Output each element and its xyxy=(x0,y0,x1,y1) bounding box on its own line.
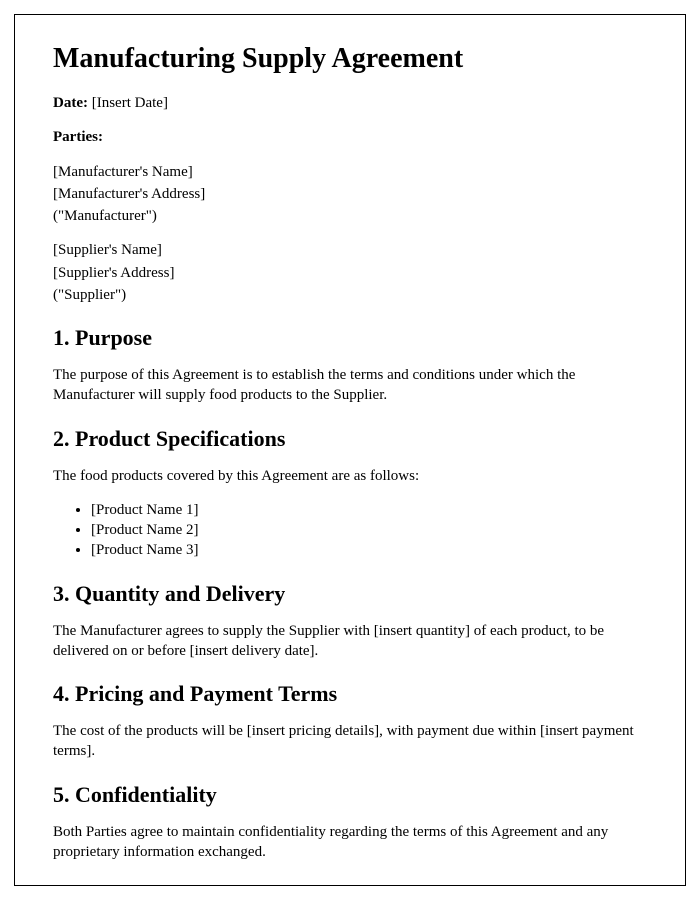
section-purpose-heading: 1. Purpose xyxy=(53,325,647,351)
supplier-block: [Supplier's Name] [Supplier's Address] (… xyxy=(53,240,647,305)
supplier-role: ("Supplier") xyxy=(53,285,647,305)
manufacturer-role: ("Manufacturer") xyxy=(53,206,647,226)
section-specs-intro: The food products covered by this Agreem… xyxy=(53,466,647,486)
section-governing-heading: 6. Governing Law xyxy=(53,882,647,886)
section-purpose-body: The purpose of this Agreement is to esta… xyxy=(53,365,647,406)
document-page: Manufacturing Supply Agreement Date: [In… xyxy=(14,14,686,886)
section-pricing-heading: 4. Pricing and Payment Terms xyxy=(53,681,647,707)
product-list: [Product Name 1] [Product Name 2] [Produ… xyxy=(53,500,647,561)
section-confidentiality-body: Both Parties agree to maintain confident… xyxy=(53,822,647,863)
section-quantity-body: The Manufacturer agrees to supply the Su… xyxy=(53,621,647,662)
list-item: [Product Name 3] xyxy=(91,540,647,560)
document-title: Manufacturing Supply Agreement xyxy=(53,43,647,75)
manufacturer-block: [Manufacturer's Name] [Manufacturer's Ad… xyxy=(53,162,647,227)
list-item: [Product Name 2] xyxy=(91,520,647,540)
date-label: Date: xyxy=(53,95,88,111)
manufacturer-name: [Manufacturer's Name] xyxy=(53,162,647,182)
date-line: Date: [Insert Date] xyxy=(53,93,647,113)
date-value: [Insert Date] xyxy=(88,95,168,111)
parties-label: Parties: xyxy=(53,127,647,147)
manufacturer-address: [Manufacturer's Address] xyxy=(53,184,647,204)
section-specs-heading: 2. Product Specifications xyxy=(53,426,647,452)
section-confidentiality-heading: 5. Confidentiality xyxy=(53,782,647,808)
list-item: [Product Name 1] xyxy=(91,500,647,520)
section-quantity-heading: 3. Quantity and Delivery xyxy=(53,581,647,607)
section-pricing-body: The cost of the products will be [insert… xyxy=(53,721,647,762)
supplier-name: [Supplier's Name] xyxy=(53,240,647,260)
supplier-address: [Supplier's Address] xyxy=(53,263,647,283)
